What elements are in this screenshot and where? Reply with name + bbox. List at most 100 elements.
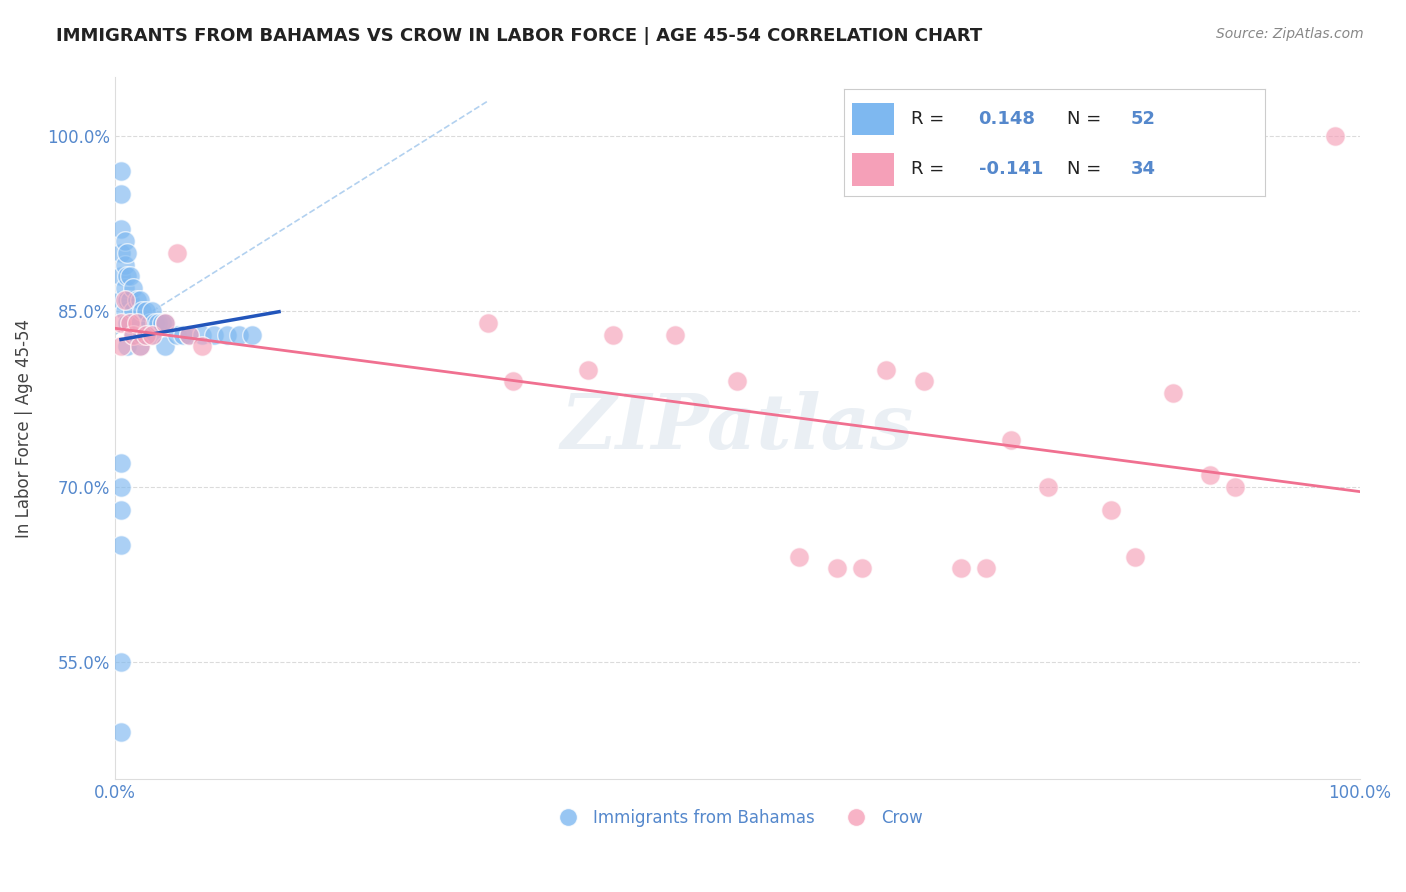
Text: N =: N = (1067, 111, 1107, 128)
Point (789, 549, 811, 564)
Point (110, 269, 132, 284)
Point (202, 327, 225, 342)
Point (110, 222, 132, 236)
Point (228, 327, 250, 342)
FancyBboxPatch shape (852, 153, 894, 186)
Point (135, 327, 157, 342)
Point (122, 281, 145, 295)
Point (1000, 433, 1022, 447)
Point (477, 316, 499, 330)
Y-axis label: In Labor Force | Age 45-54: In Labor Force | Age 45-54 (15, 318, 32, 538)
Point (166, 327, 188, 342)
Point (110, 339, 132, 353)
Point (110, 503, 132, 517)
Point (127, 316, 149, 330)
Point (110, 725, 132, 739)
Point (110, 538, 132, 552)
Point (114, 304, 136, 318)
Point (240, 327, 263, 342)
Point (110, 164, 132, 178)
Point (131, 304, 153, 318)
Point (110, 245, 132, 260)
Point (131, 327, 153, 342)
Point (114, 258, 136, 272)
Point (1125, 549, 1147, 564)
Text: ZIPatlas: ZIPatlas (561, 392, 914, 466)
Point (153, 316, 176, 330)
Point (110, 187, 132, 202)
Point (115, 316, 138, 330)
Point (115, 245, 138, 260)
Point (950, 561, 973, 575)
FancyBboxPatch shape (852, 103, 894, 136)
Point (135, 327, 157, 342)
Point (114, 234, 136, 248)
Point (1099, 503, 1122, 517)
Point (725, 375, 748, 389)
Point (664, 327, 686, 342)
Point (128, 339, 150, 353)
Point (128, 339, 150, 353)
Legend: Immigrants from Bahamas, Crow: Immigrants from Bahamas, Crow (544, 803, 929, 834)
Point (138, 316, 160, 330)
Point (118, 316, 141, 330)
Point (118, 269, 141, 284)
Point (576, 362, 599, 376)
Point (179, 327, 201, 342)
Point (110, 456, 132, 470)
Point (110, 316, 132, 330)
Point (1161, 386, 1184, 401)
Point (115, 339, 138, 353)
Point (127, 293, 149, 307)
Point (122, 304, 145, 318)
Point (114, 281, 136, 295)
Point (115, 293, 138, 307)
Text: -0.141: -0.141 (979, 161, 1043, 178)
Point (191, 327, 214, 342)
Point (851, 561, 873, 575)
Point (118, 293, 141, 307)
Point (150, 316, 173, 330)
Text: IMMIGRANTS FROM BAHAMAS VS CROW IN LABOR FORCE | AGE 45-54 CORRELATION CHART: IMMIGRANTS FROM BAHAMAS VS CROW IN LABOR… (56, 27, 983, 45)
Point (912, 375, 935, 389)
Point (141, 327, 163, 342)
Point (141, 327, 163, 342)
Text: R =: R = (911, 111, 950, 128)
Point (166, 245, 188, 260)
Point (172, 327, 194, 342)
Point (1223, 480, 1246, 494)
Point (122, 327, 145, 342)
Point (143, 316, 166, 330)
Text: 0.148: 0.148 (979, 111, 1036, 128)
Point (876, 362, 898, 376)
Point (110, 293, 132, 307)
Point (110, 480, 132, 494)
Point (153, 316, 176, 330)
Point (141, 304, 163, 318)
Point (974, 561, 997, 575)
Point (114, 293, 136, 307)
Point (127, 316, 149, 330)
Point (602, 327, 624, 342)
Text: N =: N = (1067, 161, 1107, 178)
Point (115, 269, 138, 284)
Text: 52: 52 (1130, 111, 1156, 128)
Point (128, 316, 150, 330)
Text: 34: 34 (1130, 161, 1156, 178)
Point (128, 293, 150, 307)
Point (1038, 480, 1060, 494)
Point (148, 316, 170, 330)
Text: R =: R = (911, 161, 950, 178)
Point (135, 304, 157, 318)
Point (118, 316, 141, 330)
Point (153, 339, 176, 353)
Point (215, 327, 238, 342)
Point (825, 561, 848, 575)
Point (122, 327, 145, 342)
Point (191, 339, 214, 353)
Point (110, 655, 132, 669)
Point (502, 375, 524, 389)
Point (1199, 467, 1222, 482)
Point (179, 327, 201, 342)
Text: Source: ZipAtlas.com: Source: ZipAtlas.com (1216, 27, 1364, 41)
